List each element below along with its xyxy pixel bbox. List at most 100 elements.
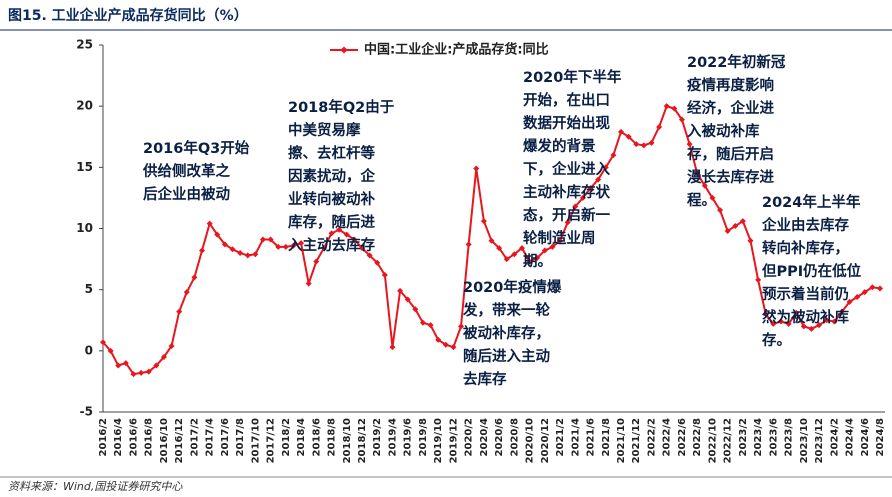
x-tick-label: 2021/10 bbox=[616, 418, 627, 463]
x-tick-label: 2016/12 bbox=[174, 418, 185, 463]
x-tick-label: 2022/10 bbox=[707, 418, 718, 463]
point bbox=[854, 294, 861, 301]
point bbox=[686, 141, 693, 148]
point bbox=[176, 308, 183, 315]
annotation: 经济，企业进 bbox=[687, 99, 774, 117]
x-tick-label: 2017/2 bbox=[189, 418, 200, 456]
point bbox=[724, 227, 731, 234]
point bbox=[785, 320, 792, 327]
point bbox=[747, 237, 754, 244]
point bbox=[168, 342, 175, 349]
point bbox=[282, 243, 289, 250]
point bbox=[199, 247, 206, 254]
point bbox=[214, 231, 221, 238]
point bbox=[823, 317, 830, 324]
point bbox=[877, 285, 883, 292]
point bbox=[717, 207, 724, 214]
x-tick-label: 2021/2 bbox=[555, 418, 566, 456]
x-tick-label: 2016/4 bbox=[113, 418, 124, 456]
point bbox=[869, 284, 876, 291]
annotation: 存，随后开启 bbox=[687, 145, 774, 163]
point bbox=[640, 142, 647, 149]
point bbox=[221, 241, 228, 248]
point bbox=[435, 336, 442, 343]
point bbox=[755, 276, 762, 283]
annotation: 下，企业进入 bbox=[523, 160, 610, 178]
annotation: 2020年疫情爆 bbox=[463, 278, 562, 296]
point bbox=[298, 240, 305, 247]
point bbox=[808, 325, 815, 332]
x-tick-label: 2023/4 bbox=[753, 418, 764, 456]
point bbox=[351, 236, 358, 243]
legend-label: 中国:工业企业:产成品存货:同比 bbox=[364, 42, 549, 58]
point bbox=[275, 243, 282, 250]
point bbox=[100, 339, 106, 346]
x-tick-label: 2022/12 bbox=[723, 418, 734, 463]
point bbox=[336, 226, 343, 233]
point bbox=[183, 289, 190, 296]
point bbox=[381, 271, 388, 278]
point bbox=[130, 371, 137, 378]
x-tick-label: 2018/2 bbox=[281, 418, 292, 456]
point bbox=[777, 318, 784, 325]
x-tick-label: 2019/8 bbox=[418, 418, 429, 456]
point bbox=[374, 259, 381, 266]
point bbox=[313, 258, 320, 265]
point bbox=[503, 256, 510, 263]
x-tick-label: 2019/10 bbox=[433, 418, 444, 463]
annotation: 2020年下半年 bbox=[523, 68, 622, 86]
annotation: 转向补库存， bbox=[762, 239, 849, 257]
annotation: 2016年Q3开始 bbox=[143, 139, 250, 157]
annotation: 入主动去库存 bbox=[288, 236, 375, 254]
point bbox=[191, 274, 198, 281]
point bbox=[496, 245, 503, 252]
point bbox=[206, 220, 213, 227]
annotation: 后企业由被动 bbox=[143, 185, 230, 203]
annotation: 2018年Q2由于 bbox=[288, 98, 394, 116]
annotation: 然为被动补库 bbox=[762, 308, 849, 326]
point bbox=[237, 249, 244, 256]
source: 资料来源：Wind,国投证券研究中心 bbox=[8, 480, 183, 493]
point bbox=[541, 247, 548, 254]
x-tick-label: 2019/2 bbox=[372, 418, 383, 456]
annotation: 存。 bbox=[762, 331, 791, 349]
annotation: 开始，在出口 bbox=[523, 91, 610, 109]
point bbox=[320, 245, 327, 252]
y-tick-label: 10 bbox=[76, 221, 93, 235]
x-tick-label: 2018/10 bbox=[342, 418, 353, 463]
point bbox=[846, 298, 853, 305]
point bbox=[427, 322, 434, 329]
point bbox=[648, 139, 655, 146]
x-tick-label: 2023/12 bbox=[814, 418, 825, 463]
point bbox=[678, 116, 685, 123]
x-tick-label: 2023/10 bbox=[799, 418, 810, 463]
y-tick-label: 25 bbox=[76, 38, 93, 52]
annotation: 程。 bbox=[687, 192, 716, 209]
x-tick-label: 2023/6 bbox=[768, 418, 779, 456]
x-tick-label: 2018/12 bbox=[357, 418, 368, 463]
point bbox=[610, 152, 617, 159]
y-tick-label: 20 bbox=[76, 99, 93, 113]
point bbox=[404, 296, 411, 303]
point bbox=[564, 219, 571, 226]
point bbox=[572, 203, 579, 210]
point bbox=[473, 165, 480, 172]
x-tick-label: 2017/8 bbox=[235, 418, 246, 456]
x-tick-label: 2016/8 bbox=[144, 418, 155, 456]
point bbox=[419, 319, 426, 326]
annotation: 预示着当前仍 bbox=[762, 285, 849, 303]
x-tick-label: 2019/6 bbox=[403, 418, 414, 456]
point bbox=[252, 251, 259, 258]
x-tick-label: 2020/8 bbox=[509, 418, 520, 456]
annotation: 去库存 bbox=[463, 370, 507, 388]
point bbox=[770, 320, 777, 327]
point bbox=[625, 133, 632, 140]
x-tick-label: 2024/8 bbox=[875, 418, 886, 456]
x-tick-label: 2020/10 bbox=[525, 418, 536, 463]
annotation: 轮制造业周 bbox=[523, 229, 596, 247]
x-tick-label: 2020/12 bbox=[540, 418, 551, 463]
point bbox=[153, 362, 160, 369]
point bbox=[861, 289, 868, 296]
annotation: 随后进入主动 bbox=[463, 347, 550, 365]
